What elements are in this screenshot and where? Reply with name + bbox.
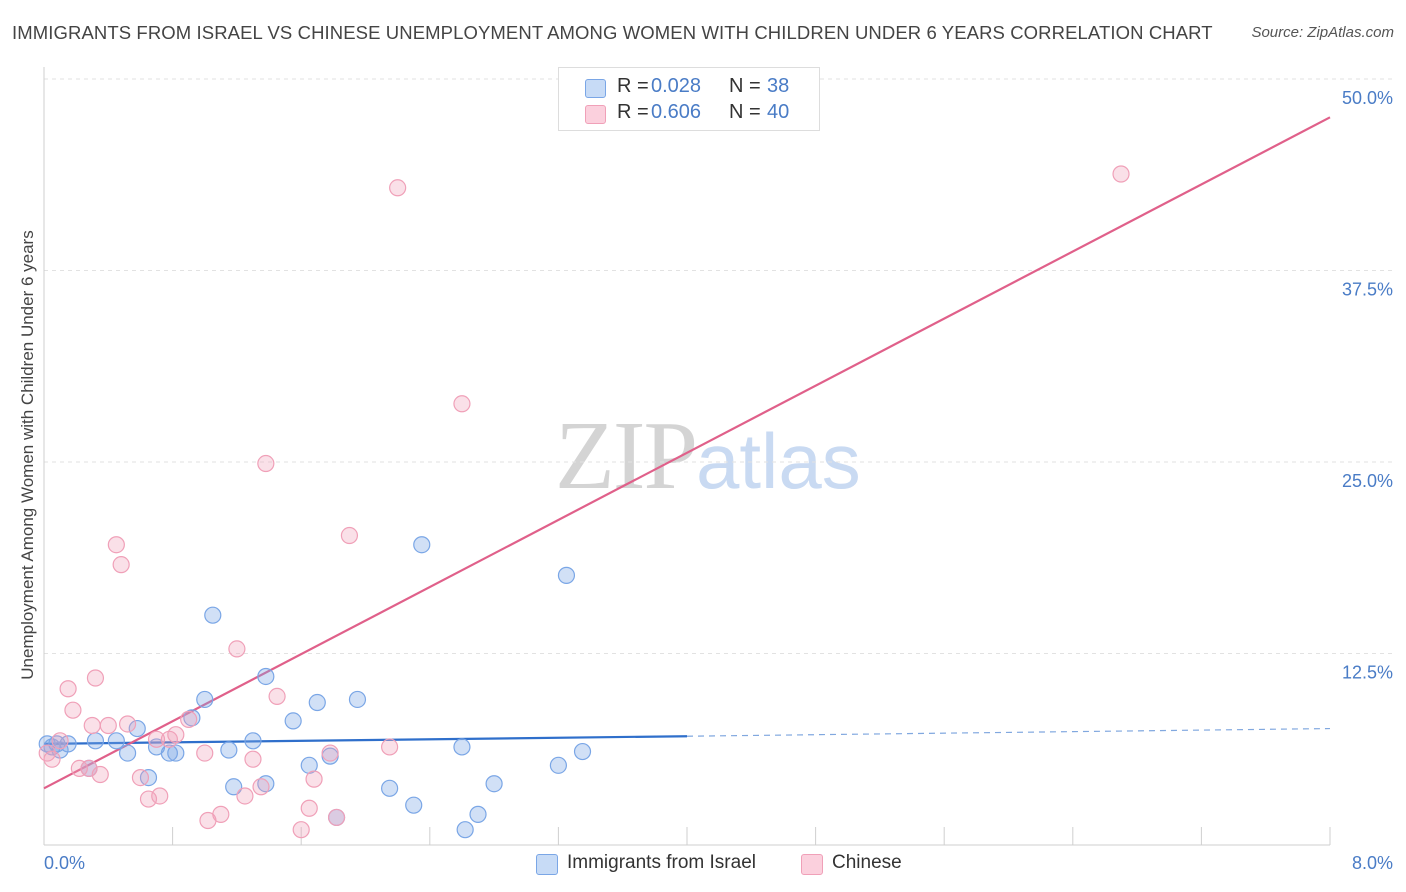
chinese-trend-line: [43, 116, 1331, 790]
israel-point: [308, 693, 326, 712]
israel-point: [485, 775, 503, 793]
chinese-point: [257, 454, 275, 473]
chinese-swatch: [801, 854, 823, 875]
chinese-point: [70, 759, 88, 778]
chinese-point: [1112, 165, 1130, 183]
israel-point: [167, 744, 185, 762]
chinese-point: [252, 778, 270, 796]
israel-point: [86, 732, 105, 750]
chinese-point: [327, 808, 346, 827]
bottom-legend-israel: Immigrants from Israel: [536, 852, 756, 875]
source-label: Source: ZipAtlas.com: [1251, 24, 1394, 41]
chinese-point: [43, 750, 61, 768]
x-tick-label: 0.0%: [44, 853, 85, 873]
stats-legend: R = 0.028 N = 38 R = 0.606 N = 40: [558, 67, 820, 131]
bottom-legend-chinese-label: Chinese: [832, 852, 902, 873]
chinese-point: [83, 716, 101, 735]
chinese-swatch: [585, 105, 606, 124]
chinese-point: [64, 701, 82, 719]
chart-title: IMMIGRANTS FROM ISRAEL VS CHINESE UNEMPL…: [12, 22, 1213, 43]
watermark-atlas: atlas: [696, 417, 861, 505]
bottom-legend-israel-label: Immigrants from Israel: [567, 852, 756, 873]
chinese-point: [212, 805, 230, 823]
legend-r-label: R =: [617, 75, 649, 97]
israel-swatch: [536, 854, 558, 875]
bottom-legend-chinese: Chinese: [801, 852, 902, 875]
chinese-point: [321, 744, 339, 762]
watermark-zip: ZIP: [555, 402, 698, 510]
israel-point: [284, 712, 302, 730]
legend-r-value: 0.606: [651, 101, 702, 123]
israel-point: [107, 732, 125, 750]
chinese-point: [167, 726, 185, 744]
israel-swatch: [585, 79, 606, 98]
israel-point: [453, 738, 471, 756]
israel-point: [405, 796, 423, 814]
chinese-point: [292, 821, 310, 839]
x-tick-label: 8.0%: [1352, 853, 1393, 873]
israel-trend-line: [43, 735, 688, 745]
legend-n-label: N =: [729, 101, 761, 123]
watermark: ZIPatlas: [555, 400, 861, 512]
israel-point: [118, 744, 137, 762]
y-tick-label: 12.5%: [1342, 663, 1393, 683]
chinese-point: [244, 750, 262, 768]
israel-point: [348, 690, 367, 709]
israel-point: [128, 719, 146, 738]
chinese-point: [99, 716, 117, 735]
israel-point: [456, 821, 474, 839]
chinese-point: [86, 669, 105, 687]
chinese-point: [381, 738, 399, 756]
chinese-point: [453, 395, 471, 413]
grid-lines: [44, 78, 1392, 654]
axes: [43, 67, 1331, 846]
legend-n-value: 38: [767, 75, 790, 97]
chinese-point: [51, 732, 69, 750]
chinese-point: [147, 730, 166, 748]
chinese-point: [180, 710, 198, 728]
chinese-point: [131, 768, 150, 787]
israel-point: [220, 741, 238, 759]
israel-point: [413, 536, 431, 554]
trend-lines: [43, 116, 1331, 790]
israel-point: [160, 744, 178, 762]
legend-r-value: 0.028: [651, 75, 702, 97]
israel-point: [557, 566, 576, 584]
chinese-point: [196, 744, 214, 762]
chinese-point: [340, 526, 359, 545]
y-tick-label: 25.0%: [1342, 471, 1393, 491]
chinese-point: [107, 536, 125, 554]
israel-point: [257, 667, 275, 686]
chinese-point: [236, 787, 254, 805]
y-tick-label: 50.0%: [1342, 88, 1393, 108]
israel-point: [573, 742, 592, 761]
chinese-point: [300, 799, 318, 817]
data-points: [38, 165, 1130, 839]
israel-point: [204, 606, 222, 624]
legend-n-value: 40: [767, 101, 790, 123]
chinese-point: [305, 770, 323, 788]
israel-point: [469, 805, 487, 823]
israel-point: [225, 778, 243, 796]
israel-point: [196, 690, 214, 709]
legend-r-label: R =: [617, 101, 649, 123]
israel-point: [257, 775, 275, 793]
chinese-point: [118, 715, 137, 733]
chinese-point: [228, 640, 246, 658]
chinese-point: [389, 179, 407, 197]
chinese-point: [59, 680, 77, 698]
chinese-point: [151, 787, 169, 805]
chinese-point: [268, 687, 286, 705]
tick-labels: 12.5% 25.0% 37.5% 50.0% 0.0% 8.0%: [44, 88, 1393, 873]
chinese-point: [91, 765, 109, 784]
legend-n-label: N =: [729, 75, 761, 97]
israel-point: [381, 779, 399, 797]
chinese-point: [112, 556, 130, 574]
israel-point: [244, 732, 262, 750]
israel-trend-extension: [686, 727, 1331, 737]
chinese-point: [139, 790, 158, 808]
israel-point: [549, 756, 568, 774]
y-tick-label: 37.5%: [1342, 280, 1393, 300]
